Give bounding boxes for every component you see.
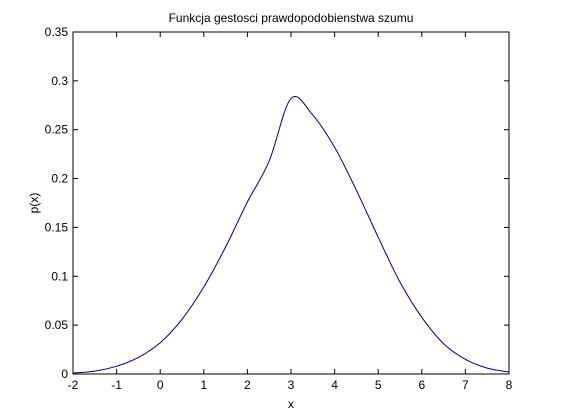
x-tick-label: 6 xyxy=(418,378,425,392)
x-tick-label: 4 xyxy=(331,378,338,392)
plot-area xyxy=(73,32,509,374)
y-axis-label: p(x) xyxy=(27,193,41,214)
y-tick-label: 0.15 xyxy=(45,220,69,234)
series-line xyxy=(72,96,510,374)
y-tick-label: 0 xyxy=(61,367,68,381)
y-tick-label: 0.1 xyxy=(51,269,68,283)
x-tick-label: 1 xyxy=(200,378,207,392)
y-tick-label: 0.25 xyxy=(45,123,69,137)
x-tick-label: -1 xyxy=(111,378,122,392)
plot-frame xyxy=(72,31,510,375)
y-tick-label: 0.2 xyxy=(51,172,68,186)
x-tick-label: 0 xyxy=(157,378,164,392)
x-tick-label: -2 xyxy=(68,378,79,392)
x-tick-label: 8 xyxy=(506,378,513,392)
x-tick-label: 5 xyxy=(375,378,382,392)
x-tick-label: 7 xyxy=(462,378,469,392)
chart-title: Funkcja gestosci prawdopodobienstwa szum… xyxy=(169,11,414,25)
y-tick-label: 0.05 xyxy=(45,318,69,332)
x-tick-label: 2 xyxy=(244,378,251,392)
x-axis-label: x xyxy=(288,397,294,411)
y-tick-label: 0.3 xyxy=(51,74,68,88)
x-tick-label: 3 xyxy=(288,378,295,392)
y-tick-label: 0.35 xyxy=(45,25,69,39)
ticks-layer: -2 -1 0 1 2 3 4 5 6 7 8 0 0.05 0.1 0.15 0.2 0.25 0.3 0.35 xyxy=(45,25,513,392)
